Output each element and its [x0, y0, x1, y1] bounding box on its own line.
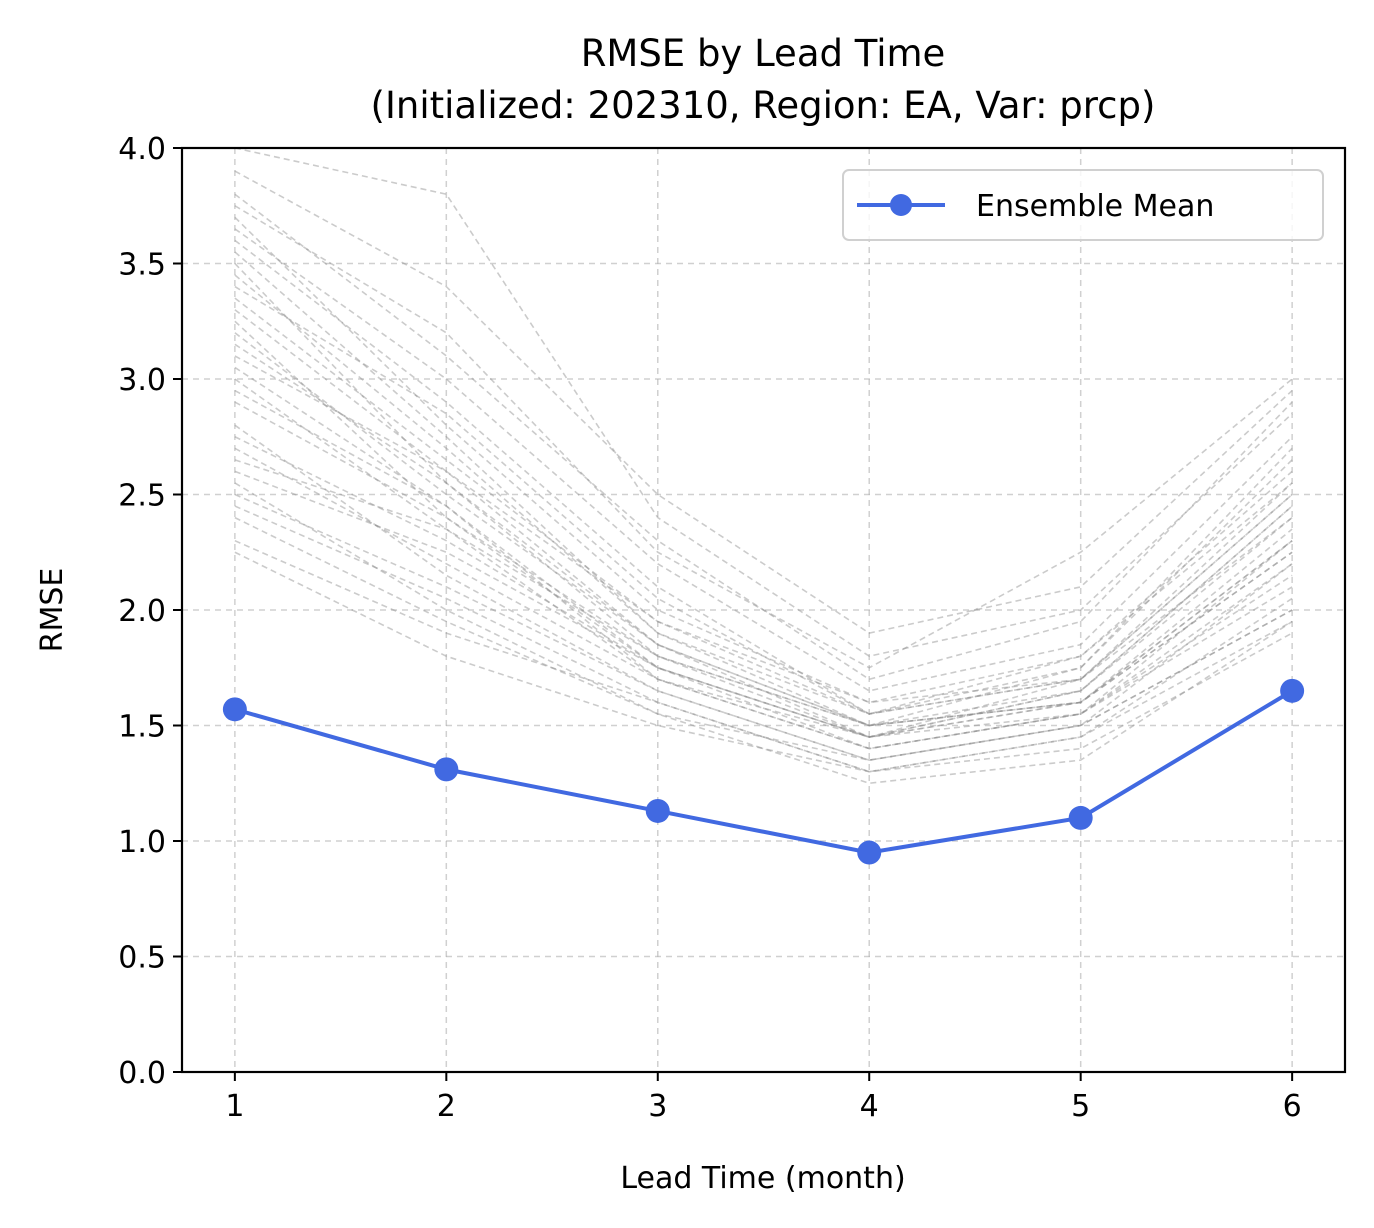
member-line	[234, 505, 1293, 773]
member-line	[234, 389, 1293, 750]
x-tick-label: 3	[648, 1089, 667, 1124]
member-line	[234, 228, 1293, 692]
y-axis-label: RMSE	[35, 568, 70, 653]
ensemble-mean-line	[234, 689, 1294, 855]
y-tick-label: 1.5	[118, 710, 166, 745]
legend-marker-swatch	[890, 194, 912, 216]
axes: 1 2 3 4 5 6 0.0 0.5 1.0 1.5 2.0 2.5 3.0 3.5 4.0	[118, 132, 1347, 1124]
member-line	[234, 539, 1293, 773]
member-line	[234, 216, 1293, 704]
y-tick-label: 4.0	[118, 132, 166, 167]
chart-subtitle: (Initialized: 202310, Region: EA, Var: p…	[371, 84, 1156, 127]
member-line	[234, 170, 1293, 634]
member-line	[234, 366, 1293, 738]
member-line	[234, 274, 1293, 715]
member-line	[234, 424, 1293, 761]
member-line	[234, 148, 1293, 658]
member-line	[234, 516, 1293, 785]
member-line	[234, 355, 1293, 704]
member-line	[234, 309, 1293, 727]
member-line	[234, 193, 1293, 681]
member-line	[234, 401, 1293, 738]
ensemble-mean-point	[434, 757, 459, 782]
member-line	[234, 436, 1293, 738]
x-tick-label: 5	[1071, 1089, 1090, 1124]
legend-entry-ensemble-mean: Ensemble Mean	[976, 189, 1214, 224]
x-tick-label: 2	[437, 1089, 456, 1124]
member-line	[234, 447, 1293, 750]
y-tick-label: 1.0	[118, 825, 166, 860]
y-tick-label: 2.0	[118, 594, 166, 629]
y-tick-label: 0.0	[118, 1056, 166, 1091]
x-tick-label: 6	[1283, 1089, 1302, 1124]
x-axis-label: Lead Time (month)	[620, 1161, 905, 1196]
ensemble-mean-point	[222, 697, 247, 722]
legend-box	[842, 169, 1324, 241]
ensemble-mean-point	[645, 798, 670, 823]
ensemble-mean-point	[1280, 678, 1305, 703]
member-line	[234, 320, 1293, 738]
member-lines	[234, 148, 1293, 785]
member-line	[234, 239, 1293, 715]
chart-title: RMSE by Lead Time	[581, 32, 946, 75]
x-tick-label: 1	[225, 1089, 244, 1124]
member-line	[234, 205, 1293, 669]
y-tick-label: 3.5	[118, 248, 166, 283]
member-line	[234, 332, 1293, 727]
y-tick-label: 0.5	[118, 941, 166, 976]
member-line	[234, 493, 1293, 761]
y-tick-label: 3.0	[118, 363, 166, 398]
legend: Ensemble Mean	[842, 169, 1324, 241]
member-line	[234, 343, 1293, 727]
member-line	[234, 251, 1293, 727]
member-line	[234, 459, 1293, 727]
member-line	[234, 297, 1293, 715]
x-tick-label: 4	[860, 1089, 879, 1124]
ensemble-mean-series	[222, 678, 1305, 865]
member-line	[234, 285, 1293, 715]
member-line	[234, 262, 1293, 738]
member-line	[234, 482, 1293, 761]
member-line	[234, 470, 1293, 750]
y-tick-label: 2.5	[118, 479, 166, 514]
ensemble-mean-point	[1068, 805, 1093, 830]
ensemble-mean-point	[857, 840, 882, 865]
